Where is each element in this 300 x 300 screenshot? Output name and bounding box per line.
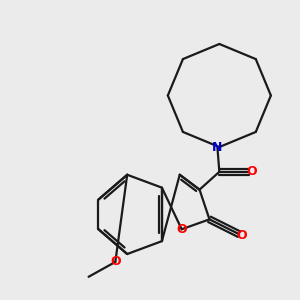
Text: O: O xyxy=(247,165,257,178)
Text: N: N xyxy=(212,140,223,154)
Text: O: O xyxy=(110,256,121,268)
Text: O: O xyxy=(236,229,247,242)
Text: O: O xyxy=(176,223,187,236)
